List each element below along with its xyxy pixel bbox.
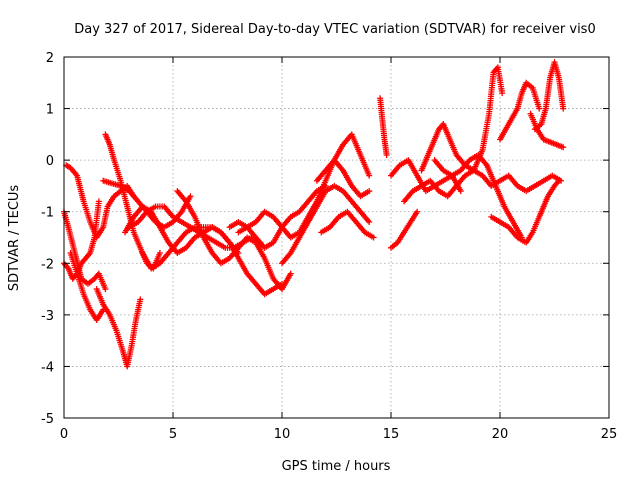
data-point xyxy=(555,177,562,184)
data-point xyxy=(287,270,294,277)
x-tick-label: 15 xyxy=(383,427,400,442)
x-tick-label: 10 xyxy=(274,427,291,442)
data-point xyxy=(64,264,71,271)
data-point xyxy=(366,188,373,195)
data-point xyxy=(536,105,543,112)
data-point xyxy=(100,306,107,313)
x-axis-label: GPS time / hours xyxy=(282,459,391,474)
y-tick-label: -1 xyxy=(41,206,54,221)
y-tick-label: 2 xyxy=(46,51,54,66)
x-tick-labels: 0 5 10 15 20 25 xyxy=(60,427,617,442)
data-point xyxy=(414,208,421,215)
x-tick-label: 20 xyxy=(492,427,509,442)
data-point xyxy=(554,179,561,186)
data-point xyxy=(499,90,506,97)
chart-title: Day 327 of 2017, Sidereal Day-to-day VTE… xyxy=(74,22,595,37)
x-tick-label: 5 xyxy=(169,427,177,442)
data-point xyxy=(102,286,109,293)
plot-frame xyxy=(63,56,610,419)
y-tick-label: -3 xyxy=(41,309,54,324)
data-point xyxy=(187,193,194,200)
data-point xyxy=(156,249,163,256)
x-tick-label: 25 xyxy=(601,427,618,442)
data-point xyxy=(560,105,567,112)
data-point xyxy=(366,219,373,226)
data-point xyxy=(95,198,102,205)
y-tick-label: -4 xyxy=(41,360,54,375)
x-tick-label: 0 xyxy=(60,427,68,442)
data-point xyxy=(457,188,464,195)
data-point xyxy=(560,144,567,151)
data-points xyxy=(61,59,567,370)
y-tick-labels: -5 -4 -3 -2 -1 0 1 2 xyxy=(41,51,54,427)
data-point xyxy=(86,251,93,258)
y-axis-label: SDTVAR / TECUs xyxy=(7,185,22,292)
data-point xyxy=(366,172,373,179)
y-tick-label: -2 xyxy=(41,257,54,272)
data-point xyxy=(383,151,390,158)
y-tick-label: 1 xyxy=(46,103,54,118)
y-tick-label: 0 xyxy=(46,154,54,169)
y-tick-label: -5 xyxy=(41,412,54,427)
data-point xyxy=(370,234,377,241)
axis-ticks xyxy=(63,56,610,419)
data-point xyxy=(137,296,144,303)
